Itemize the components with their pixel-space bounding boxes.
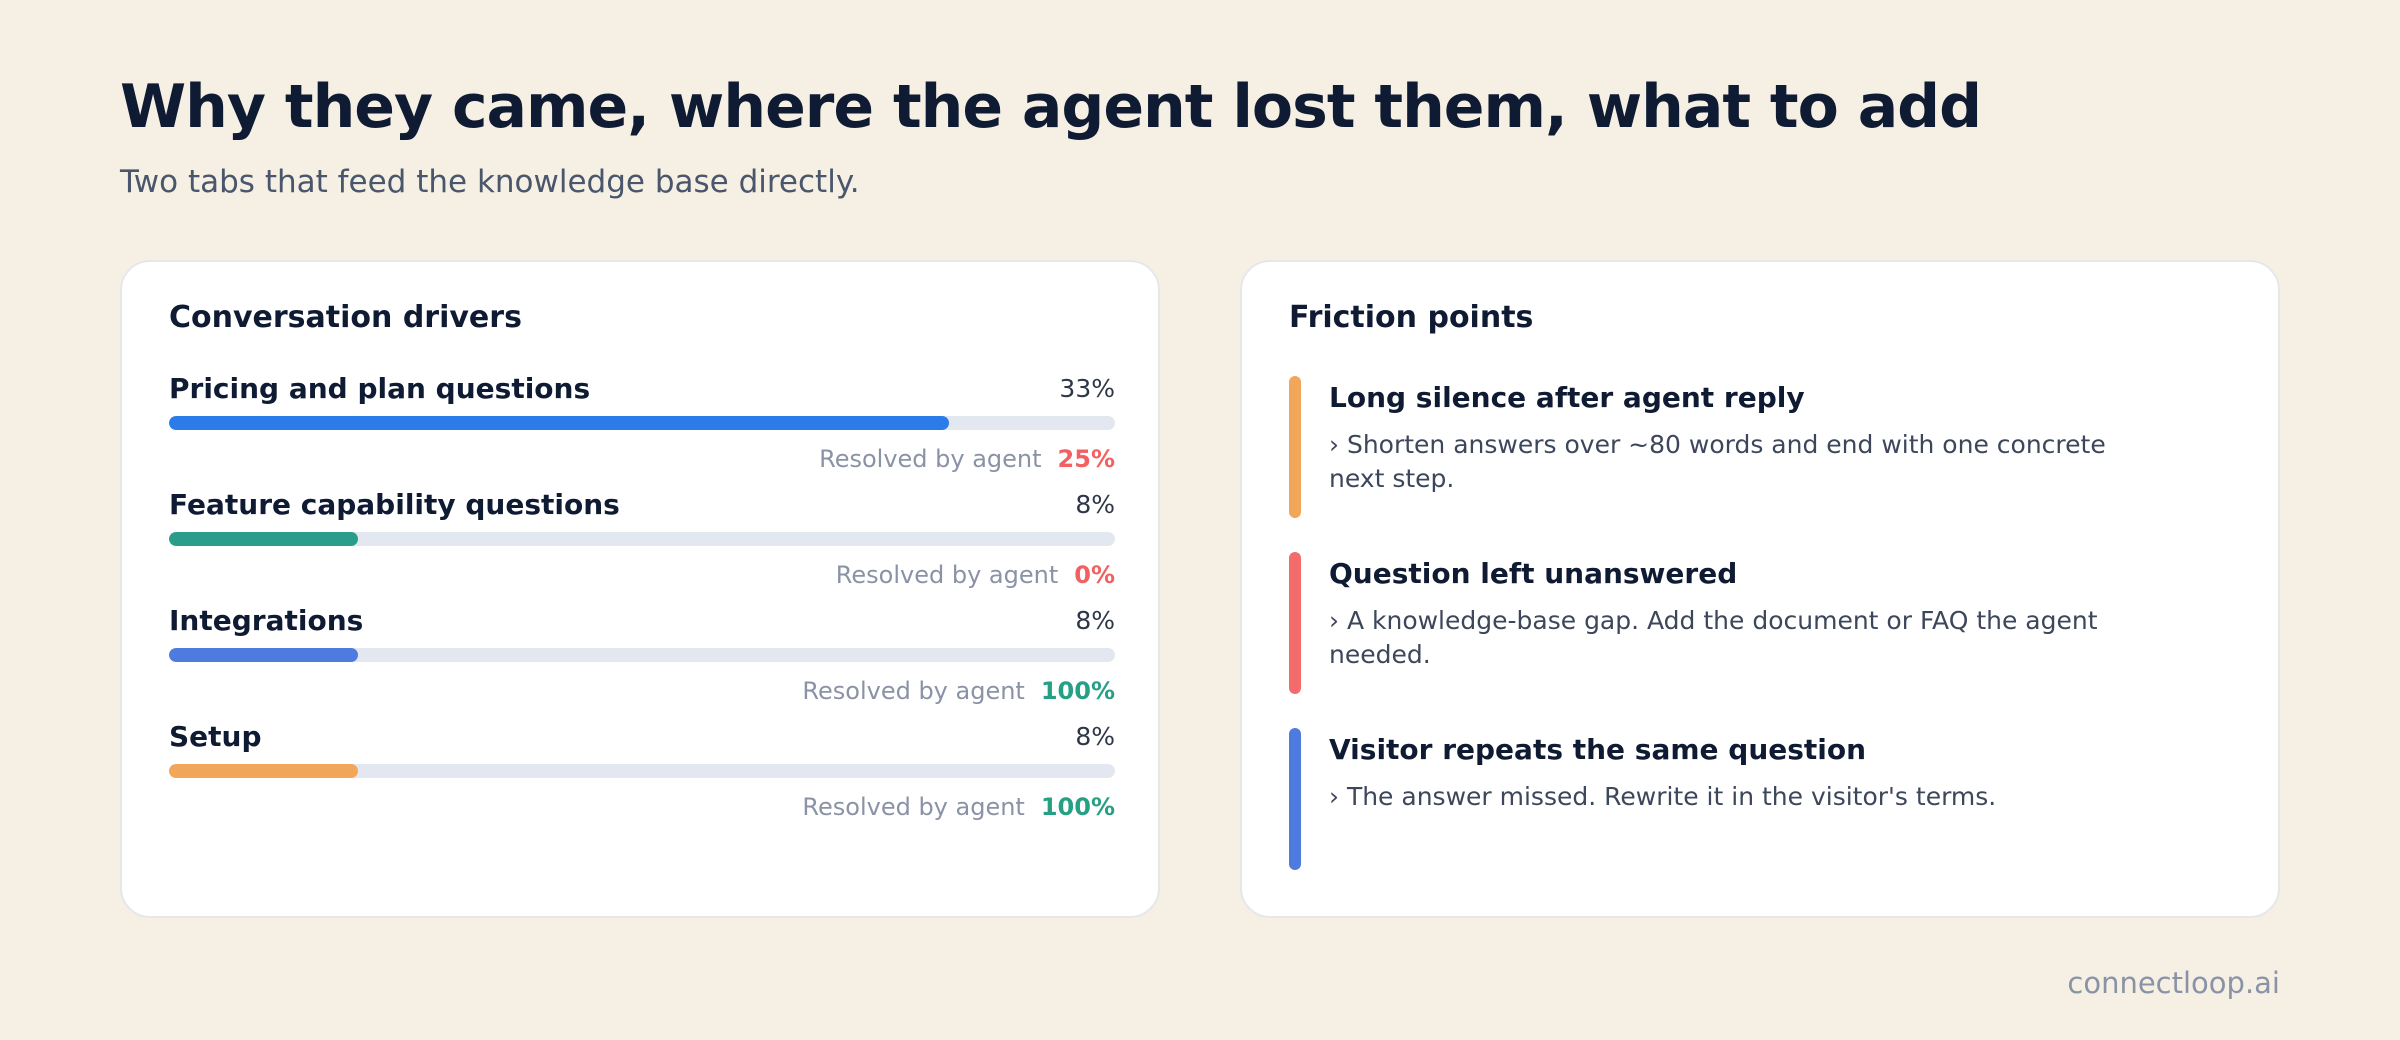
driver-share: 8%	[1075, 490, 1115, 519]
driver-bar-track	[169, 648, 1115, 662]
friction-item-unanswered: Question left unanswered › A knowledge-b…	[1289, 552, 2209, 694]
friction-item-desc: › Shorten answers over ~80 words and end…	[1329, 430, 2106, 493]
friction-item-title: Long silence after agent reply	[1329, 381, 1805, 414]
driver-label: Integrations	[169, 604, 364, 637]
driver-bar-track	[169, 532, 1115, 546]
driver-bar-fill	[169, 764, 359, 778]
driver-bar-track	[169, 416, 1115, 430]
friction-item-long-silence: Long silence after agent reply › Shorten…	[1289, 376, 2209, 518]
friction-item-title: Visitor repeats the same question	[1329, 733, 1867, 766]
friction-accent-bar	[1289, 376, 1301, 518]
resolved-label: Resolved by agent	[802, 793, 1025, 821]
driver-bar-fill	[169, 416, 950, 430]
friction-accent-bar	[1289, 728, 1301, 870]
resolved-value: 0%	[1074, 561, 1115, 589]
conversation-drivers-card: Conversation drivers Pricing and plan qu…	[120, 260, 1160, 918]
friction-item-desc: › The answer missed. Rewrite it in the v…	[1329, 782, 1997, 811]
friction-accent-bar	[1289, 552, 1301, 694]
page-header: Why they came, where the agent lost them…	[120, 62, 1982, 202]
driver-bar-track	[169, 764, 1115, 778]
friction-item-repeats: Visitor repeats the same question › The …	[1289, 728, 2209, 870]
driver-integrations: Integrations 8% Resolved by agent 100%	[169, 604, 1115, 720]
driver-bar-fill	[169, 648, 359, 662]
driver-bar-fill	[169, 532, 359, 546]
driver-label: Pricing and plan questions	[169, 372, 591, 405]
driver-feature-capability: Feature capability questions 8% Resolved…	[169, 488, 1115, 604]
page-title: Why they came, where the agent lost them…	[120, 72, 1982, 142]
driver-pricing: Pricing and plan questions 33% Resolved …	[169, 372, 1115, 488]
resolved-label: Resolved by agent	[802, 677, 1025, 705]
friction-item-desc: › A knowledge-base gap. Add the document…	[1329, 606, 2098, 669]
resolved-row: Resolved by agent 100%	[802, 676, 1115, 706]
driver-label: Setup	[169, 720, 262, 753]
drivers-title: Conversation drivers	[169, 300, 522, 335]
driver-label: Feature capability questions	[169, 488, 620, 521]
driver-setup: Setup 8% Resolved by agent 100%	[169, 720, 1115, 836]
driver-share: 8%	[1075, 606, 1115, 635]
resolved-label: Resolved by agent	[835, 561, 1059, 589]
resolved-value: 100%	[1040, 793, 1115, 821]
driver-share: 8%	[1075, 722, 1115, 751]
friction-item-title: Question left unanswered	[1329, 557, 1738, 590]
friction-title: Friction points	[1289, 300, 1534, 335]
page-subtitle: Two tabs that feed the knowledge base di…	[120, 164, 860, 200]
brand-footer: connectloop.ai	[2067, 966, 2280, 1000]
resolved-row: Resolved by agent 25%	[819, 444, 1115, 474]
friction-points-card: Friction points Long silence after agent…	[1240, 260, 2280, 918]
resolved-value: 100%	[1040, 677, 1115, 705]
resolved-row: Resolved by agent 100%	[802, 792, 1115, 822]
resolved-value: 25%	[1057, 445, 1115, 473]
driver-share: 33%	[1059, 374, 1115, 403]
resolved-row: Resolved by agent 0%	[836, 560, 1115, 590]
resolved-label: Resolved by agent	[819, 445, 1042, 473]
